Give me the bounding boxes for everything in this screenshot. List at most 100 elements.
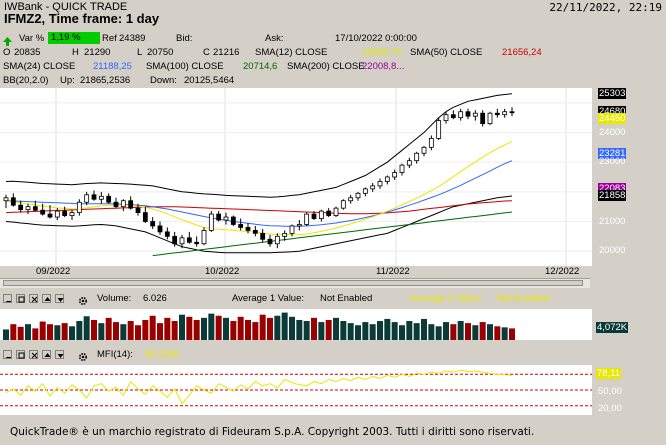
candle xyxy=(186,231,192,244)
bollinger-lower-line xyxy=(5,195,513,254)
candle xyxy=(106,193,112,204)
candle xyxy=(76,199,82,216)
mfi-panel-minimize-button[interactable] xyxy=(3,350,12,359)
panel-minimize-button[interactable] xyxy=(3,294,12,303)
candle-body xyxy=(135,207,141,214)
candle-body xyxy=(465,111,471,117)
chart-background xyxy=(0,88,592,266)
candle-body xyxy=(32,206,38,211)
candle-body xyxy=(150,221,156,227)
mfi-chart[interactable] xyxy=(0,365,592,415)
volume-bar xyxy=(252,322,259,340)
candle xyxy=(113,197,119,209)
candle-body xyxy=(84,194,90,203)
sma100-line xyxy=(152,211,513,257)
app-title: IWBank - QUICK TRADE xyxy=(4,1,128,13)
volume-bar xyxy=(479,322,486,340)
low-label: L xyxy=(137,47,143,58)
bar-datetime: 17/10/2022 0:00:00 xyxy=(335,33,417,44)
candle-body xyxy=(76,201,82,214)
mfi-line xyxy=(5,369,513,405)
volume-bar xyxy=(281,312,288,340)
candle xyxy=(414,151,420,164)
volume-bar xyxy=(333,317,339,340)
mfi-panel-move-up-button[interactable] xyxy=(42,350,51,359)
close-value: 21216 xyxy=(213,47,240,58)
panel-restore-button[interactable] xyxy=(16,294,25,303)
candle xyxy=(458,108,464,121)
price-chart[interactable] xyxy=(0,88,592,266)
volume-bar xyxy=(39,321,46,340)
candle-body xyxy=(274,235,280,245)
chart-scrollbar-thumb[interactable] xyxy=(3,280,583,286)
candle xyxy=(436,117,442,140)
volume-bar xyxy=(465,323,471,340)
candle xyxy=(399,163,405,176)
volume-bar xyxy=(362,322,369,340)
volume-bar xyxy=(230,321,237,340)
candle-body xyxy=(245,227,251,231)
mfi-axis-tick-50: 50,00 xyxy=(598,386,622,397)
panel-move-up-button[interactable] xyxy=(42,294,51,303)
volume-bar xyxy=(32,328,39,340)
volume-bar xyxy=(494,326,501,340)
candle-body xyxy=(333,207,339,216)
sma100-value: 20714,6 xyxy=(243,61,278,72)
candle xyxy=(164,227,170,240)
mfi-panel-close-button[interactable] xyxy=(29,350,38,359)
candle xyxy=(509,107,515,117)
candle-body xyxy=(223,216,229,221)
candle-body xyxy=(480,112,486,125)
volume-bar xyxy=(164,317,171,340)
candle xyxy=(406,157,412,169)
bb-down-label: Down: xyxy=(150,75,177,86)
candle xyxy=(362,187,368,197)
open-label: O xyxy=(3,47,11,58)
mfi-panel-restore-button[interactable] xyxy=(16,350,25,359)
volume-bar xyxy=(127,321,134,340)
panel-close-button[interactable] xyxy=(29,294,38,303)
volume-bar xyxy=(47,324,53,340)
ref-label: Ref xyxy=(102,33,117,44)
volume-chart[interactable] xyxy=(0,309,592,340)
volume-bar xyxy=(223,317,229,340)
bb-up-value: 21865,2536 xyxy=(80,75,131,86)
open-value: 20835 xyxy=(14,47,41,58)
candle-body xyxy=(157,225,163,233)
volume-bar xyxy=(54,325,61,340)
mfi-gear-icon[interactable] xyxy=(78,349,88,362)
candle-body xyxy=(186,237,192,243)
volume-bar xyxy=(98,323,105,340)
high-value: 21290 xyxy=(84,47,111,58)
mfi-panel-move-down-button[interactable] xyxy=(55,350,64,359)
mfi-value: 80,1266 xyxy=(145,349,180,360)
candle xyxy=(260,228,266,243)
volume-bar xyxy=(193,319,200,340)
volume-bar xyxy=(215,315,222,340)
candle xyxy=(142,206,148,223)
volume-bar xyxy=(76,321,83,340)
volume-bar xyxy=(311,317,317,340)
candle xyxy=(10,193,16,207)
mfi-axis-tick-20: 20,00 xyxy=(598,403,622,414)
candle-body xyxy=(98,195,104,200)
chart-scrollbar[interactable] xyxy=(0,278,590,288)
candle-body xyxy=(384,176,390,182)
candle-body xyxy=(10,197,16,206)
volume-bar xyxy=(25,324,31,340)
candle xyxy=(421,145,427,157)
candle-body xyxy=(47,213,53,218)
candle xyxy=(304,212,310,226)
panel-move-down-button[interactable] xyxy=(55,294,64,303)
gear-icon[interactable] xyxy=(78,293,88,306)
volume-bar xyxy=(10,324,17,340)
candle xyxy=(384,175,390,185)
candle-body xyxy=(326,210,332,216)
volume-axis-value: 4,072K xyxy=(596,322,629,333)
candle xyxy=(230,215,236,226)
ref-value: 24389 xyxy=(119,33,146,44)
candle xyxy=(32,200,38,212)
candle xyxy=(370,182,376,192)
candle xyxy=(69,209,75,221)
candle xyxy=(47,205,53,219)
